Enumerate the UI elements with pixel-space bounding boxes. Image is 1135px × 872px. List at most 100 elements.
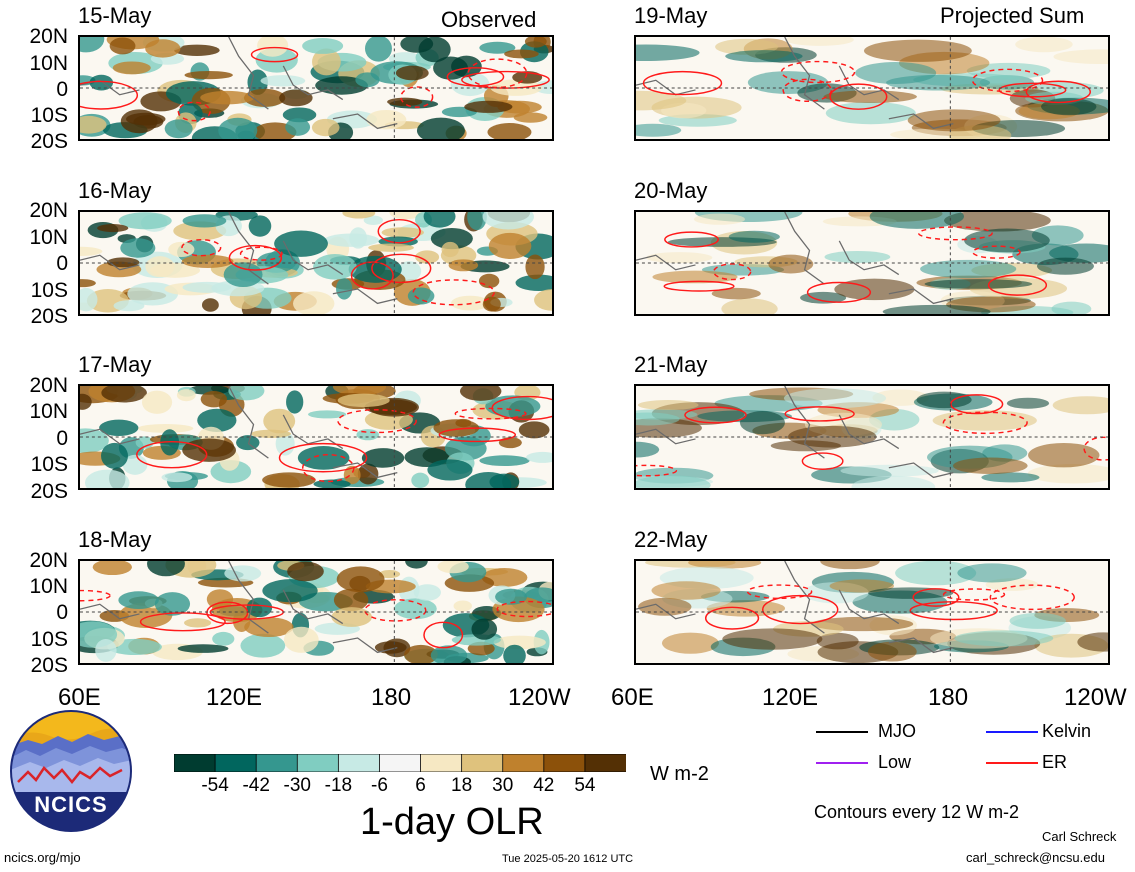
olr-anomaly-blob xyxy=(201,298,219,312)
olr-anomaly-blob xyxy=(1037,257,1094,275)
olr-anomaly-blob xyxy=(882,304,991,314)
lon-label-60e-right: 60E xyxy=(611,684,654,711)
olr-anomaly-blob xyxy=(504,49,539,59)
olr-anomaly-blob xyxy=(711,287,761,300)
olr-anomaly-blob xyxy=(1041,98,1097,116)
lat-label-20s: 20S xyxy=(30,480,68,503)
map-panel-left-3 xyxy=(78,384,554,490)
coastline xyxy=(888,113,954,130)
lon-label-180-left: 180 xyxy=(371,684,412,711)
olr-anomaly-blob xyxy=(479,41,516,54)
olr-anomaly-blob xyxy=(89,74,114,91)
olr-anomaly-blob xyxy=(661,632,719,654)
logo-text: NCICS xyxy=(34,792,107,817)
olr-anomaly-blob xyxy=(788,425,877,448)
coastline xyxy=(784,386,825,459)
lat-label-0: 0 xyxy=(56,427,68,450)
lon-label-120w-right: 120W xyxy=(1064,686,1127,710)
er-contour xyxy=(278,442,368,473)
map-panel-left-2 xyxy=(78,210,554,316)
er-contour xyxy=(784,406,855,422)
olr-anomaly-blob xyxy=(137,424,194,433)
olr-anomaly-blob xyxy=(80,246,103,256)
legend-label-low: Low xyxy=(878,752,912,772)
er-contour xyxy=(454,407,527,420)
er-contour xyxy=(423,621,464,649)
olr-anomaly-blob xyxy=(636,90,687,111)
er-contour xyxy=(177,101,211,122)
colorbar-tick-label: 6 xyxy=(415,775,426,796)
olr-anomaly-blob xyxy=(336,566,385,593)
olr-anomaly-blob xyxy=(863,39,972,62)
olr-anomaly-blob xyxy=(725,50,803,63)
legend-line-mjo xyxy=(816,731,868,733)
olr-anomaly-blob xyxy=(459,386,502,401)
lat-label-10n: 10N xyxy=(29,400,68,423)
panel-date-right-3: 21-May xyxy=(634,352,708,377)
olr-anomaly-blob xyxy=(638,597,692,616)
lat-label-20s: 20S xyxy=(30,130,68,153)
legend-label-mjo: MJO xyxy=(878,721,916,741)
olr-anomaly-blob xyxy=(106,257,140,268)
olr-anomaly-blob xyxy=(437,561,469,574)
olr-anomaly-blob xyxy=(101,442,128,469)
olr-anomaly-blob xyxy=(413,584,441,601)
olr-anomaly-blob xyxy=(869,212,965,229)
olr-anomaly-blob xyxy=(636,123,682,137)
contour-note: Contours every 12 W m-2 xyxy=(814,802,1020,822)
colorbar-swatch xyxy=(337,753,381,773)
olr-anomaly-blob xyxy=(652,270,738,284)
olr-map-svg xyxy=(636,561,1108,663)
olr-anomaly-blob xyxy=(851,475,936,488)
olr-anomaly-blob xyxy=(1077,632,1108,652)
olr-anomaly-blob xyxy=(313,254,357,280)
olr-anomaly-blob xyxy=(246,597,273,618)
olr-anomaly-blob xyxy=(1015,37,1073,53)
olr-anomaly-blob xyxy=(228,386,265,401)
author-email[interactable]: carl_schreck@ncsu.edu xyxy=(966,850,1105,865)
er-contour xyxy=(491,395,552,421)
colorbar-swatch xyxy=(461,753,504,773)
er-contour xyxy=(998,82,1067,98)
er-contour xyxy=(806,281,872,303)
legend-label-kelvin: Kelvin xyxy=(1042,721,1092,741)
er-contour xyxy=(461,70,550,89)
colorbar-swatch xyxy=(214,753,258,773)
olr-anomaly-blob xyxy=(820,561,880,570)
panel-date-right-4: 22-May xyxy=(634,527,708,552)
olr-anomaly-blob xyxy=(395,65,429,81)
olr-anomaly-blob xyxy=(1052,396,1108,415)
colorbar-tick-label: -18 xyxy=(324,775,353,796)
coastline xyxy=(80,603,140,620)
coastline xyxy=(332,113,398,130)
er-contour xyxy=(438,427,517,443)
colorbar-tick-label: -54 xyxy=(201,775,229,796)
lat-label-10s: 10S xyxy=(30,279,68,302)
colorbar-tick-label: 42 xyxy=(533,775,555,796)
olr-anomaly-blob xyxy=(349,227,367,249)
coastline xyxy=(228,212,269,285)
website-link[interactable]: ncics.org/mjo xyxy=(4,850,81,865)
coastline xyxy=(282,589,344,625)
olr-anomaly-blob xyxy=(471,618,498,640)
olr-anomaly-blob xyxy=(348,255,402,283)
colorbar-swatch xyxy=(296,753,340,773)
olr-anomaly-blob xyxy=(312,48,341,76)
olr-anomaly-blob xyxy=(694,213,745,225)
olr-anomaly-blob xyxy=(337,393,390,408)
olr-anomaly-blob xyxy=(285,118,311,136)
er-contour xyxy=(239,246,283,261)
olr-anomaly-blob xyxy=(430,645,468,663)
olr-anomaly-blob xyxy=(177,644,229,653)
panel-date-left-1: 15-May xyxy=(78,3,152,28)
er-contour xyxy=(350,261,394,290)
olr-anomaly-blob xyxy=(240,633,286,658)
colorbar-swatch xyxy=(543,753,586,773)
panel-date-right-1: 19-May xyxy=(634,3,708,28)
colorbar-tick-label: -30 xyxy=(283,775,311,796)
olr-anomaly-blob xyxy=(394,598,437,620)
coastline xyxy=(838,589,900,625)
olr-anomaly-blob xyxy=(824,250,891,263)
olr-map-svg xyxy=(636,212,1108,314)
er-contour xyxy=(364,599,427,622)
